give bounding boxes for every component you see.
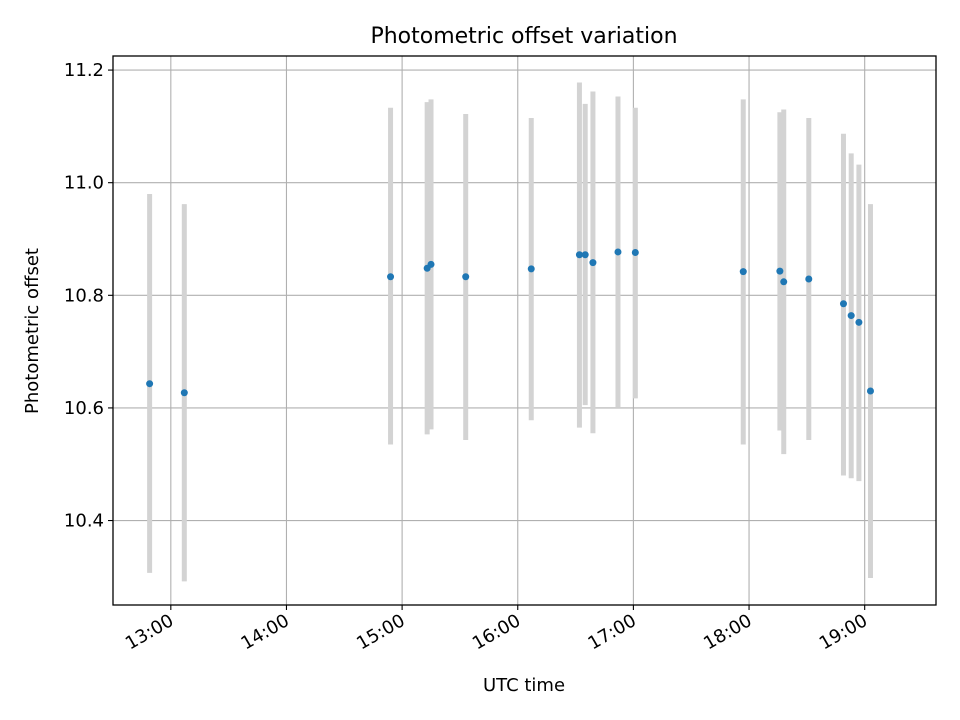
data-point — [739, 268, 747, 276]
data-point — [589, 259, 597, 267]
data-point — [614, 248, 622, 256]
y-axis: 10.4 10.6 10.8 11.0 11.2 — [64, 60, 113, 532]
x-tick-label: 17:00 — [584, 610, 639, 654]
x-axis-label: UTC time — [483, 675, 565, 696]
data-point — [462, 273, 470, 281]
data-point — [427, 260, 435, 268]
data-point — [581, 251, 589, 259]
data-point — [527, 265, 535, 273]
y-tick-label: 10.4 — [64, 511, 104, 532]
markers — [146, 248, 874, 397]
x-tick-label: 14:00 — [238, 610, 293, 654]
plot-frame — [112, 55, 937, 606]
data-point — [847, 312, 855, 320]
data-point — [146, 380, 154, 388]
data-point — [780, 278, 788, 286]
data-point — [855, 318, 863, 326]
data-point — [805, 275, 813, 283]
x-tick-label: 13:00 — [122, 610, 177, 654]
x-tick-label: 15:00 — [353, 610, 408, 654]
y-tick-label: 10.8 — [64, 285, 104, 306]
x-tick-label: 18:00 — [700, 610, 755, 654]
x-tick-label: 19:00 — [816, 610, 871, 654]
data-point — [387, 273, 395, 281]
data-point — [839, 300, 847, 308]
x-axis: 13:00 14:00 15:00 16:00 17:00 18:00 19:00 — [122, 605, 871, 654]
data-point — [575, 251, 583, 259]
data-point — [631, 249, 639, 257]
chart-title: Photometric offset variation — [370, 24, 677, 49]
grid — [113, 56, 936, 605]
y-axis-label: Photometric offset — [22, 248, 43, 414]
x-tick-label: 16:00 — [469, 610, 524, 654]
data-point — [866, 387, 874, 395]
data-point — [776, 267, 784, 275]
errorbars — [147, 82, 873, 582]
y-tick-label: 11.0 — [64, 173, 104, 194]
data-point — [180, 389, 188, 397]
y-tick-label: 11.2 — [64, 60, 104, 81]
y-tick-label: 10.6 — [64, 398, 104, 419]
